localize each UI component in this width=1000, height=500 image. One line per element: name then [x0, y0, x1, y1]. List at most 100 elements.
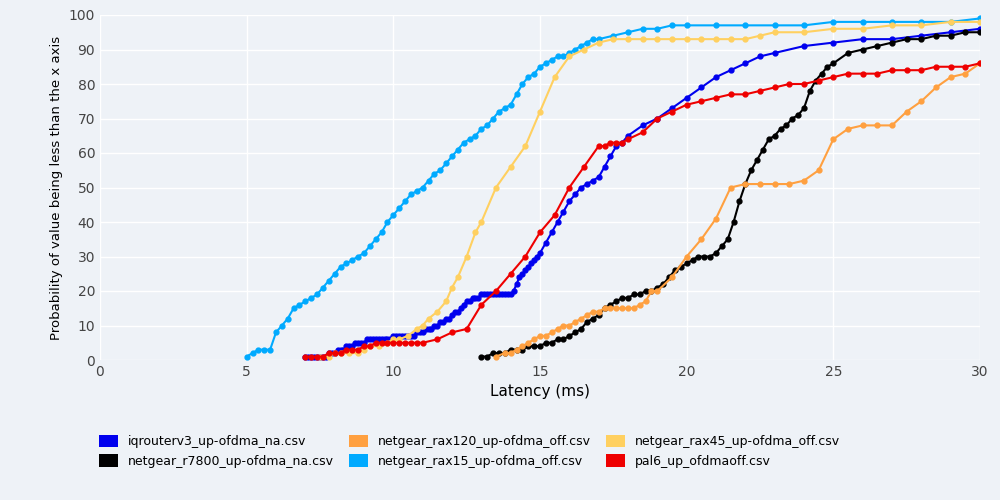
netgear_rax45_up-ofdma_off.csv	[974, 19, 986, 25]
netgear_rax45_up-ofdma_off.csv	[402, 333, 414, 339]
netgear_rax120_up-ofdma_off.csv	[645, 288, 657, 294]
netgear_rax120_up-ofdma_off.csv	[610, 305, 622, 311]
iqrouterv3_up-ofdma_na.csv	[299, 354, 311, 360]
netgear_rax45_up-ofdma_off.csv	[798, 29, 810, 35]
netgear_rax120_up-ofdma_off.csv	[754, 181, 766, 187]
netgear_rax120_up-ofdma_off.csv	[710, 216, 722, 222]
netgear_rax120_up-ofdma_off.csv	[725, 184, 737, 190]
Legend: iqrouterv3_up-ofdma_na.csv, netgear_r7800_up-ofdma_na.csv, netgear_rax120_up-ofd: iqrouterv3_up-ofdma_na.csv, netgear_r780…	[93, 428, 846, 474]
pal6_up_ofdmaoff.csv	[857, 70, 869, 76]
netgear_rax45_up-ofdma_off.csv	[563, 54, 575, 60]
netgear_rax45_up-ofdma_off.csv	[387, 336, 399, 342]
netgear_rax120_up-ofdma_off.csv	[569, 319, 581, 325]
netgear_rax120_up-ofdma_off.csv	[505, 350, 517, 356]
netgear_rax45_up-ofdma_off.csv	[373, 343, 385, 349]
netgear_rax45_up-ofdma_off.csv	[364, 343, 376, 349]
netgear_r7800_up-ofdma_na.csv	[675, 264, 687, 270]
netgear_rax120_up-ofdma_off.csv	[930, 84, 942, 90]
netgear_rax45_up-ofdma_off.csv	[452, 274, 464, 280]
netgear_r7800_up-ofdma_na.csv	[722, 236, 734, 242]
netgear_r7800_up-ofdma_na.csv	[959, 29, 971, 35]
netgear_rax120_up-ofdma_off.csv	[798, 178, 810, 184]
netgear_rax120_up-ofdma_off.csv	[616, 305, 628, 311]
pal6_up_ofdmaoff.csv	[974, 60, 986, 66]
netgear_rax120_up-ofdma_off.csv	[622, 305, 634, 311]
netgear_rax120_up-ofdma_off.csv	[528, 336, 540, 342]
netgear_rax120_up-ofdma_off.csv	[695, 236, 707, 242]
netgear_rax120_up-ofdma_off.csv	[522, 340, 534, 346]
iqrouterv3_up-ofdma_na.csv	[311, 354, 323, 360]
netgear_rax120_up-ofdma_off.csv	[945, 74, 957, 80]
netgear_rax45_up-ofdma_off.csv	[534, 108, 546, 114]
Line: netgear_rax120_up-ofdma_off.csv: netgear_rax120_up-ofdma_off.csv	[494, 61, 982, 359]
netgear_r7800_up-ofdma_na.csv	[487, 350, 499, 356]
netgear_rax120_up-ofdma_off.csv	[593, 308, 605, 314]
iqrouterv3_up-ofdma_na.csv	[754, 54, 766, 60]
netgear_rax45_up-ofdma_off.csv	[754, 32, 766, 38]
pal6_up_ofdmaoff.csv	[959, 64, 971, 70]
netgear_rax120_up-ofdma_off.csv	[871, 122, 883, 128]
netgear_r7800_up-ofdma_na.csv	[593, 312, 605, 318]
netgear_rax45_up-ofdma_off.csv	[549, 74, 561, 80]
X-axis label: Latency (ms): Latency (ms)	[490, 384, 590, 400]
pal6_up_ofdmaoff.csv	[622, 136, 634, 142]
netgear_rax45_up-ofdma_off.csv	[381, 340, 393, 346]
netgear_rax120_up-ofdma_off.csv	[563, 322, 575, 328]
Line: netgear_rax45_up-ofdma_off.csv: netgear_rax45_up-ofdma_off.csv	[318, 20, 982, 359]
Y-axis label: Probability of value being less than the x axis: Probability of value being less than the…	[50, 36, 63, 340]
netgear_rax120_up-ofdma_off.csv	[783, 181, 795, 187]
netgear_rax120_up-ofdma_off.csv	[534, 333, 546, 339]
netgear_rax120_up-ofdma_off.csv	[628, 305, 640, 311]
netgear_rax45_up-ofdma_off.csv	[358, 346, 370, 352]
netgear_rax45_up-ofdma_off.csv	[637, 36, 649, 42]
netgear_r7800_up-ofdma_na.csv	[475, 354, 487, 360]
netgear_rax120_up-ofdma_off.csv	[552, 326, 564, 332]
pal6_up_ofdmaoff.csv	[393, 340, 405, 346]
iqrouterv3_up-ofdma_na.csv	[610, 143, 622, 149]
netgear_rax45_up-ofdma_off.csv	[314, 354, 326, 360]
netgear_rax120_up-ofdma_off.csv	[599, 305, 611, 311]
Line: netgear_r7800_up-ofdma_na.csv: netgear_r7800_up-ofdma_na.csv	[479, 30, 982, 359]
netgear_rax120_up-ofdma_off.csv	[490, 354, 502, 360]
netgear_rax120_up-ofdma_off.csv	[640, 298, 652, 304]
netgear_rax120_up-ofdma_off.csv	[575, 316, 587, 322]
netgear_rax45_up-ofdma_off.csv	[352, 350, 364, 356]
netgear_rax120_up-ofdma_off.csv	[681, 254, 693, 260]
netgear_rax45_up-ofdma_off.csv	[335, 350, 347, 356]
netgear_rax120_up-ofdma_off.csv	[511, 346, 523, 352]
netgear_rax45_up-ofdma_off.csv	[446, 284, 458, 290]
pal6_up_ofdmaoff.csv	[370, 340, 382, 346]
netgear_rax45_up-ofdma_off.csv	[578, 46, 590, 52]
pal6_up_ofdmaoff.csv	[299, 354, 311, 360]
netgear_rax120_up-ofdma_off.csv	[813, 167, 825, 173]
netgear_rax15_up-ofdma_off.csv	[393, 205, 405, 211]
netgear_rax15_up-ofdma_off.csv	[423, 178, 435, 184]
netgear_rax45_up-ofdma_off.csv	[393, 336, 405, 342]
netgear_rax120_up-ofdma_off.csv	[604, 305, 616, 311]
netgear_rax45_up-ofdma_off.csv	[490, 184, 502, 190]
netgear_rax45_up-ofdma_off.csv	[769, 29, 781, 35]
netgear_r7800_up-ofdma_na.csv	[974, 29, 986, 35]
netgear_rax45_up-ofdma_off.csv	[710, 36, 722, 42]
netgear_rax120_up-ofdma_off.csv	[959, 70, 971, 76]
netgear_rax15_up-ofdma_off.csv	[329, 271, 341, 277]
netgear_rax15_up-ofdma_off.csv	[241, 354, 253, 360]
iqrouterv3_up-ofdma_na.csv	[308, 354, 320, 360]
netgear_rax45_up-ofdma_off.csv	[857, 26, 869, 32]
netgear_rax120_up-ofdma_off.csv	[857, 122, 869, 128]
netgear_rax45_up-ofdma_off.csv	[461, 254, 473, 260]
netgear_r7800_up-ofdma_na.csv	[786, 116, 798, 121]
iqrouterv3_up-ofdma_na.csv	[974, 26, 986, 32]
netgear_rax45_up-ofdma_off.csv	[329, 350, 341, 356]
netgear_rax45_up-ofdma_off.csv	[681, 36, 693, 42]
netgear_rax45_up-ofdma_off.csv	[411, 326, 423, 332]
netgear_rax45_up-ofdma_off.csv	[505, 164, 517, 170]
netgear_rax15_up-ofdma_off.csv	[487, 116, 499, 121]
netgear_r7800_up-ofdma_na.csv	[915, 36, 927, 42]
netgear_rax120_up-ofdma_off.csv	[901, 108, 913, 114]
netgear_rax120_up-ofdma_off.csv	[974, 60, 986, 66]
netgear_rax120_up-ofdma_off.csv	[769, 181, 781, 187]
Line: iqrouterv3_up-ofdma_na.csv: iqrouterv3_up-ofdma_na.csv	[303, 26, 982, 359]
netgear_rax120_up-ofdma_off.csv	[739, 181, 751, 187]
netgear_rax45_up-ofdma_off.csv	[607, 36, 619, 42]
